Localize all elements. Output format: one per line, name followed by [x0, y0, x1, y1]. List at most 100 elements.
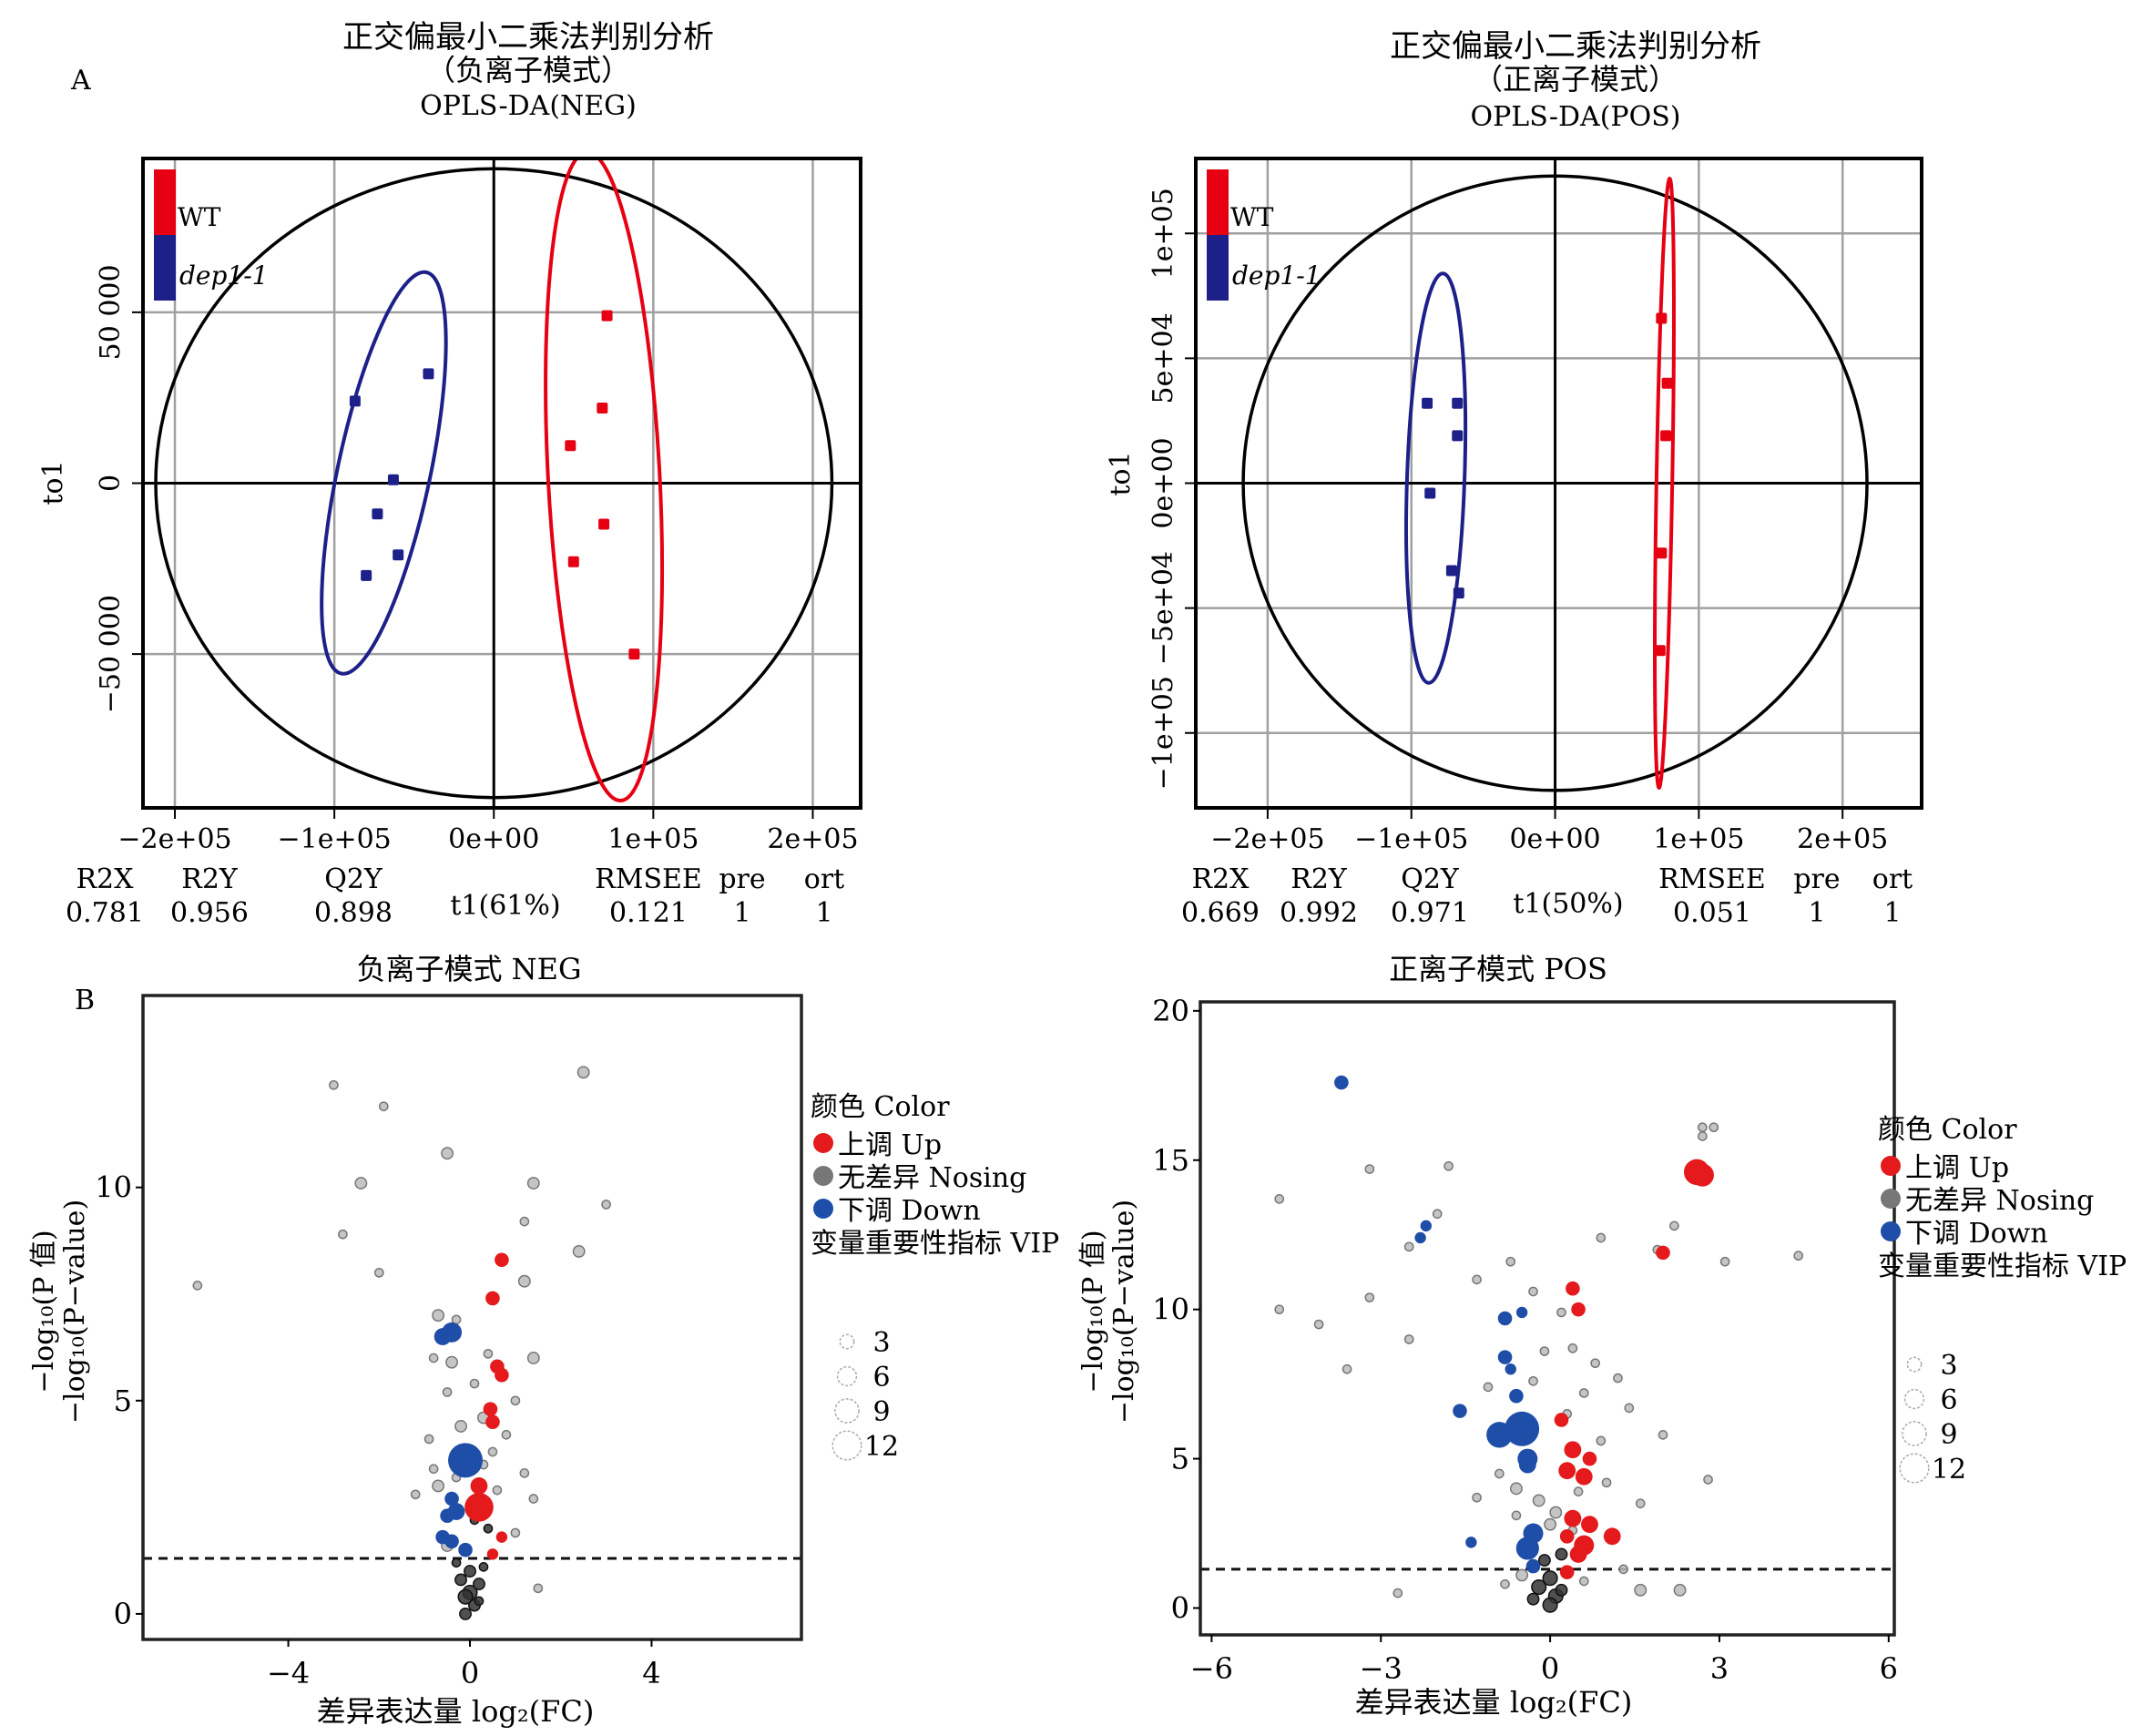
data-point-nosing	[1532, 1494, 1545, 1507]
data-point-nosing	[576, 1066, 590, 1079]
x-tick-label: 2e+05	[1797, 823, 1888, 855]
data-point-nosing	[519, 1468, 530, 1478]
data-point-up	[1571, 1302, 1586, 1317]
legend-swatch-down	[813, 1199, 833, 1219]
stats-value: 1	[815, 897, 832, 929]
data-point-dep1-1	[1424, 487, 1436, 499]
data-point-down	[1497, 1350, 1513, 1364]
legend-size-label: 6	[1940, 1384, 1957, 1416]
legend-size-circle	[1902, 1421, 1927, 1446]
data-point-dep1-1	[1445, 565, 1457, 577]
data-point-nosing	[1515, 1568, 1529, 1582]
data-point-nosing	[1494, 1468, 1505, 1479]
stats-value: 0.669	[1181, 897, 1260, 929]
data-point-nosing	[1364, 1164, 1375, 1174]
data-point-nosing	[501, 1429, 512, 1440]
data-point-down	[1518, 1455, 1536, 1474]
chart-title-line-2: （正离子模式）	[1474, 62, 1678, 97]
data-point-wt	[628, 648, 640, 660]
data-point-nosing	[1528, 1286, 1538, 1297]
x-axis-label: t1(61%)	[450, 890, 560, 922]
y-tick-label: 5e+04	[1148, 312, 1179, 403]
data-point-nosing	[1669, 1220, 1679, 1231]
data-point-nosing	[459, 1607, 472, 1620]
y-tick-label: 20	[1152, 994, 1189, 1028]
data-point-up	[1554, 1413, 1569, 1427]
data-point-nosing	[451, 1557, 462, 1568]
legend-color-title: 颜色 Color	[811, 1091, 950, 1123]
data-point-wt	[1656, 312, 1668, 324]
x-tick-label: 0e+00	[1509, 823, 1600, 855]
plot-area	[1196, 158, 1922, 808]
data-point-wt	[1656, 547, 1668, 559]
data-point-down	[1515, 1306, 1528, 1319]
data-point-nosing	[1511, 1510, 1522, 1521]
data-point-nosing	[1544, 1517, 1557, 1531]
data-point-nosing	[442, 1387, 453, 1397]
stats-value: 0.971	[1391, 897, 1469, 929]
data-point-up	[495, 1367, 509, 1383]
data-point-nosing	[1578, 1576, 1589, 1587]
data-point-wt	[601, 310, 613, 322]
plot-area	[143, 1066, 801, 1620]
data-point-nosing	[1542, 1597, 1558, 1613]
volcano-neg-chart: 负离子模式 NEG −4 0 4 0 5 10 −log₁₀(P 值) −log₁₀(P−…	[28, 952, 1059, 1729]
chart-title-line-3: OPLS-DA(POS)	[1471, 101, 1681, 133]
y-tick-label: −50 000	[95, 595, 127, 713]
data-point-dep1-1	[1452, 397, 1464, 409]
data-point-nosing	[432, 1479, 445, 1493]
legend-size-label: 3	[872, 1327, 890, 1359]
data-point-nosing	[192, 1281, 203, 1291]
y-tick-label: 5	[114, 1384, 132, 1418]
stats-header: RMSEE	[1658, 863, 1766, 895]
stats-value: 0.898	[314, 897, 393, 929]
x-tick-label: 0	[1541, 1651, 1559, 1686]
legend-size-label: 3	[1940, 1350, 1957, 1382]
data-point-nosing	[329, 1079, 339, 1090]
data-point-nosing	[528, 1494, 539, 1504]
data-point-nosing	[410, 1489, 421, 1500]
data-point-nosing	[1542, 1570, 1558, 1587]
data-point-nosing	[1392, 1588, 1403, 1598]
data-point-nosing	[1793, 1251, 1804, 1261]
stats-header: R2Y	[181, 863, 239, 895]
panel-label-b: B	[75, 985, 95, 1016]
data-point-nosing	[510, 1395, 521, 1406]
legend-size-circle	[1906, 1356, 1923, 1373]
data-point-nosing	[1624, 1403, 1635, 1414]
chart-title: 负离子模式 NEG	[356, 952, 581, 986]
y-axis-label-cn: −log₁₀(P 值)	[1077, 1230, 1109, 1393]
data-point-up	[495, 1252, 509, 1268]
data-point-wt	[1661, 377, 1673, 389]
data-point-nosing	[378, 1101, 389, 1112]
data-point-nosing	[1555, 1583, 1568, 1597]
data-point-nosing	[1578, 1388, 1589, 1398]
legend-label-nosing: 无差异 Nosing	[838, 1162, 1026, 1194]
group-ellipse-dep1-1	[320, 270, 448, 676]
x-tick-label: 4	[642, 1656, 660, 1690]
y-axis-label-en: −log₁₀(P−value)	[1108, 1200, 1140, 1424]
data-point-nosing	[1601, 1477, 1612, 1488]
legend-label-up: 上调 Up	[838, 1129, 942, 1161]
data-point-dep1-1	[1453, 587, 1464, 599]
y-tick-label: 0	[95, 475, 127, 492]
data-point-nosing	[519, 1216, 530, 1227]
data-point-nosing	[423, 1434, 434, 1445]
x-tick-label: 1e+05	[607, 823, 699, 855]
hotelling-t2-ellipse	[1241, 174, 1869, 792]
x-tick-label: 3	[1710, 1651, 1729, 1686]
stats-value: 0.781	[66, 897, 144, 929]
data-point-nosing	[1531, 1578, 1547, 1596]
x-tick-label: 2e+05	[767, 823, 858, 855]
legend-swatch-down	[1881, 1221, 1901, 1241]
data-point-down	[1334, 1075, 1349, 1090]
data-point-nosing	[441, 1147, 454, 1160]
data-point-nosing	[1567, 1343, 1578, 1353]
panel-label-a: A	[70, 65, 91, 97]
data-point-up	[495, 1531, 508, 1543]
data-point-nosing	[533, 1583, 544, 1594]
data-point-nosing	[338, 1229, 348, 1240]
legend-swatch-nosing	[813, 1166, 833, 1186]
y-tick-label: 10	[1152, 1292, 1189, 1327]
